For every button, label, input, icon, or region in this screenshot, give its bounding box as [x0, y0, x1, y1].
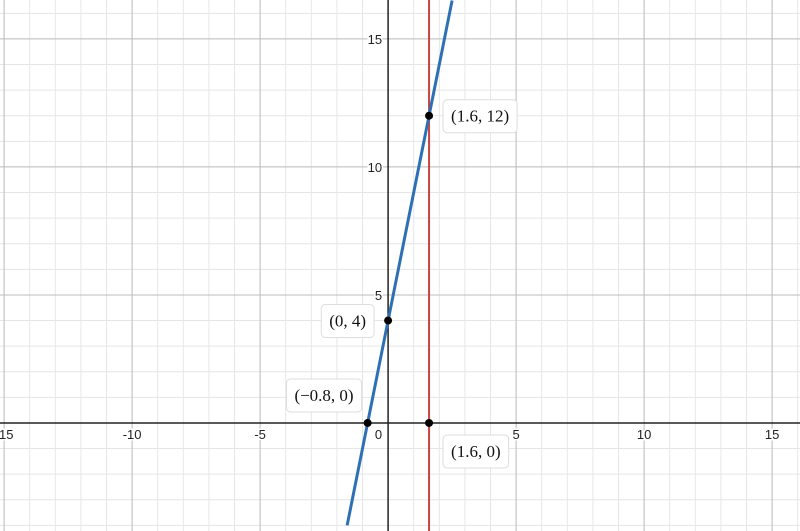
point: [425, 111, 434, 120]
point-label: (1.6, 12): [442, 99, 518, 134]
point-label-text: (−0.8, 0): [294, 386, 353, 405]
x-tick-label: 10: [637, 427, 651, 442]
point: [363, 418, 372, 427]
x-tick-label: -5: [254, 427, 266, 442]
x-tick-label: 5: [512, 427, 519, 442]
point-label: (0, 4): [320, 304, 375, 339]
point-label: (−0.8, 0): [285, 378, 363, 413]
y-tick-label: 10: [368, 160, 382, 175]
point-label: (1.6, 0): [442, 434, 510, 469]
y-tick-label: 15: [368, 32, 382, 47]
label-box: [320, 304, 375, 339]
x-tick-label: 15: [765, 427, 779, 442]
point-label-text: (0, 4): [329, 312, 366, 331]
function-line: [345, 0, 454, 526]
y-tick-label: 5: [375, 288, 382, 303]
point: [425, 418, 434, 427]
origin-label: 0: [375, 427, 382, 442]
point-label-text: (1.6, 12): [451, 107, 509, 126]
x-tick-label: -10: [123, 427, 142, 442]
label-box: [285, 378, 363, 413]
x-tick-label: -15: [0, 427, 13, 442]
label-box: [442, 99, 518, 134]
label-box: [442, 434, 510, 469]
point: [384, 316, 393, 325]
point-label-text: (1.6, 0): [451, 442, 501, 461]
